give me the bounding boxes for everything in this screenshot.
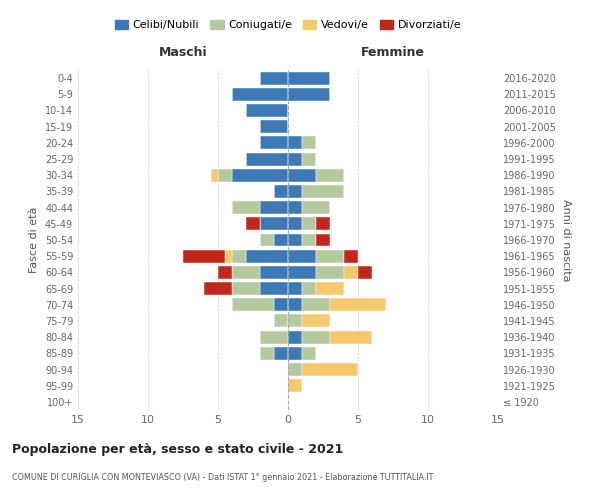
Bar — [260, 136, 288, 149]
Y-axis label: Anni di nascita: Anni di nascita — [561, 198, 571, 281]
Bar — [211, 169, 218, 181]
Bar — [302, 363, 358, 376]
Bar — [288, 136, 302, 149]
Bar — [302, 234, 316, 246]
Bar — [302, 330, 330, 344]
Bar — [316, 234, 330, 246]
Bar — [246, 104, 288, 117]
Bar — [260, 234, 274, 246]
Bar — [232, 169, 288, 181]
Bar — [288, 88, 330, 101]
Legend: Celibi/Nubili, Coniugati/e, Vedovi/e, Divorziati/e: Celibi/Nubili, Coniugati/e, Vedovi/e, Di… — [110, 16, 466, 35]
Text: COMUNE DI CURIGLIA CON MONTEVIASCO (VA) - Dati ISTAT 1° gennaio 2021 - Elaborazi: COMUNE DI CURIGLIA CON MONTEVIASCO (VA) … — [12, 472, 433, 482]
Bar — [232, 88, 288, 101]
Bar — [260, 218, 288, 230]
Bar — [260, 201, 288, 214]
Bar — [302, 218, 316, 230]
Bar — [274, 234, 288, 246]
Bar — [302, 314, 330, 328]
Bar — [288, 330, 302, 344]
Bar — [246, 152, 288, 166]
Bar — [260, 72, 288, 85]
Bar — [246, 250, 288, 262]
Bar — [288, 347, 302, 360]
Bar — [232, 201, 260, 214]
Bar — [232, 282, 260, 295]
Bar — [288, 379, 302, 392]
Bar — [344, 250, 358, 262]
Text: Popolazione per età, sesso e stato civile - 2021: Popolazione per età, sesso e stato civil… — [12, 442, 343, 456]
Bar — [232, 266, 260, 279]
Bar — [302, 298, 330, 311]
Bar — [260, 266, 288, 279]
Bar — [218, 266, 232, 279]
Bar — [302, 136, 316, 149]
Text: Maschi: Maschi — [158, 46, 208, 59]
Bar — [204, 282, 232, 295]
Bar — [316, 282, 344, 295]
Bar — [330, 298, 386, 311]
Bar — [288, 234, 302, 246]
Bar — [316, 266, 344, 279]
Bar — [288, 314, 302, 328]
Bar — [288, 201, 302, 214]
Bar — [288, 266, 316, 279]
Bar — [288, 185, 302, 198]
Bar — [288, 169, 316, 181]
Bar — [302, 347, 316, 360]
Bar — [260, 347, 274, 360]
Bar — [288, 298, 302, 311]
Bar — [316, 250, 344, 262]
Bar — [260, 282, 288, 295]
Bar — [358, 266, 372, 279]
Bar — [232, 298, 274, 311]
Bar — [302, 201, 330, 214]
Bar — [274, 347, 288, 360]
Bar — [302, 152, 316, 166]
Bar — [302, 185, 344, 198]
Bar — [225, 250, 232, 262]
Bar — [260, 330, 288, 344]
Bar — [288, 282, 302, 295]
Y-axis label: Fasce di età: Fasce di età — [29, 207, 39, 273]
Bar — [288, 363, 302, 376]
Bar — [288, 152, 302, 166]
Bar — [288, 218, 302, 230]
Bar — [183, 250, 225, 262]
Bar — [330, 330, 372, 344]
Text: Femmine: Femmine — [361, 46, 425, 59]
Bar — [232, 250, 246, 262]
Bar — [288, 72, 330, 85]
Bar — [288, 250, 316, 262]
Bar — [274, 185, 288, 198]
Bar — [316, 169, 344, 181]
Bar — [274, 298, 288, 311]
Bar — [274, 314, 288, 328]
Bar — [302, 282, 316, 295]
Bar — [218, 169, 232, 181]
Bar — [344, 266, 358, 279]
Bar — [260, 120, 288, 133]
Bar — [316, 218, 330, 230]
Bar — [246, 218, 260, 230]
